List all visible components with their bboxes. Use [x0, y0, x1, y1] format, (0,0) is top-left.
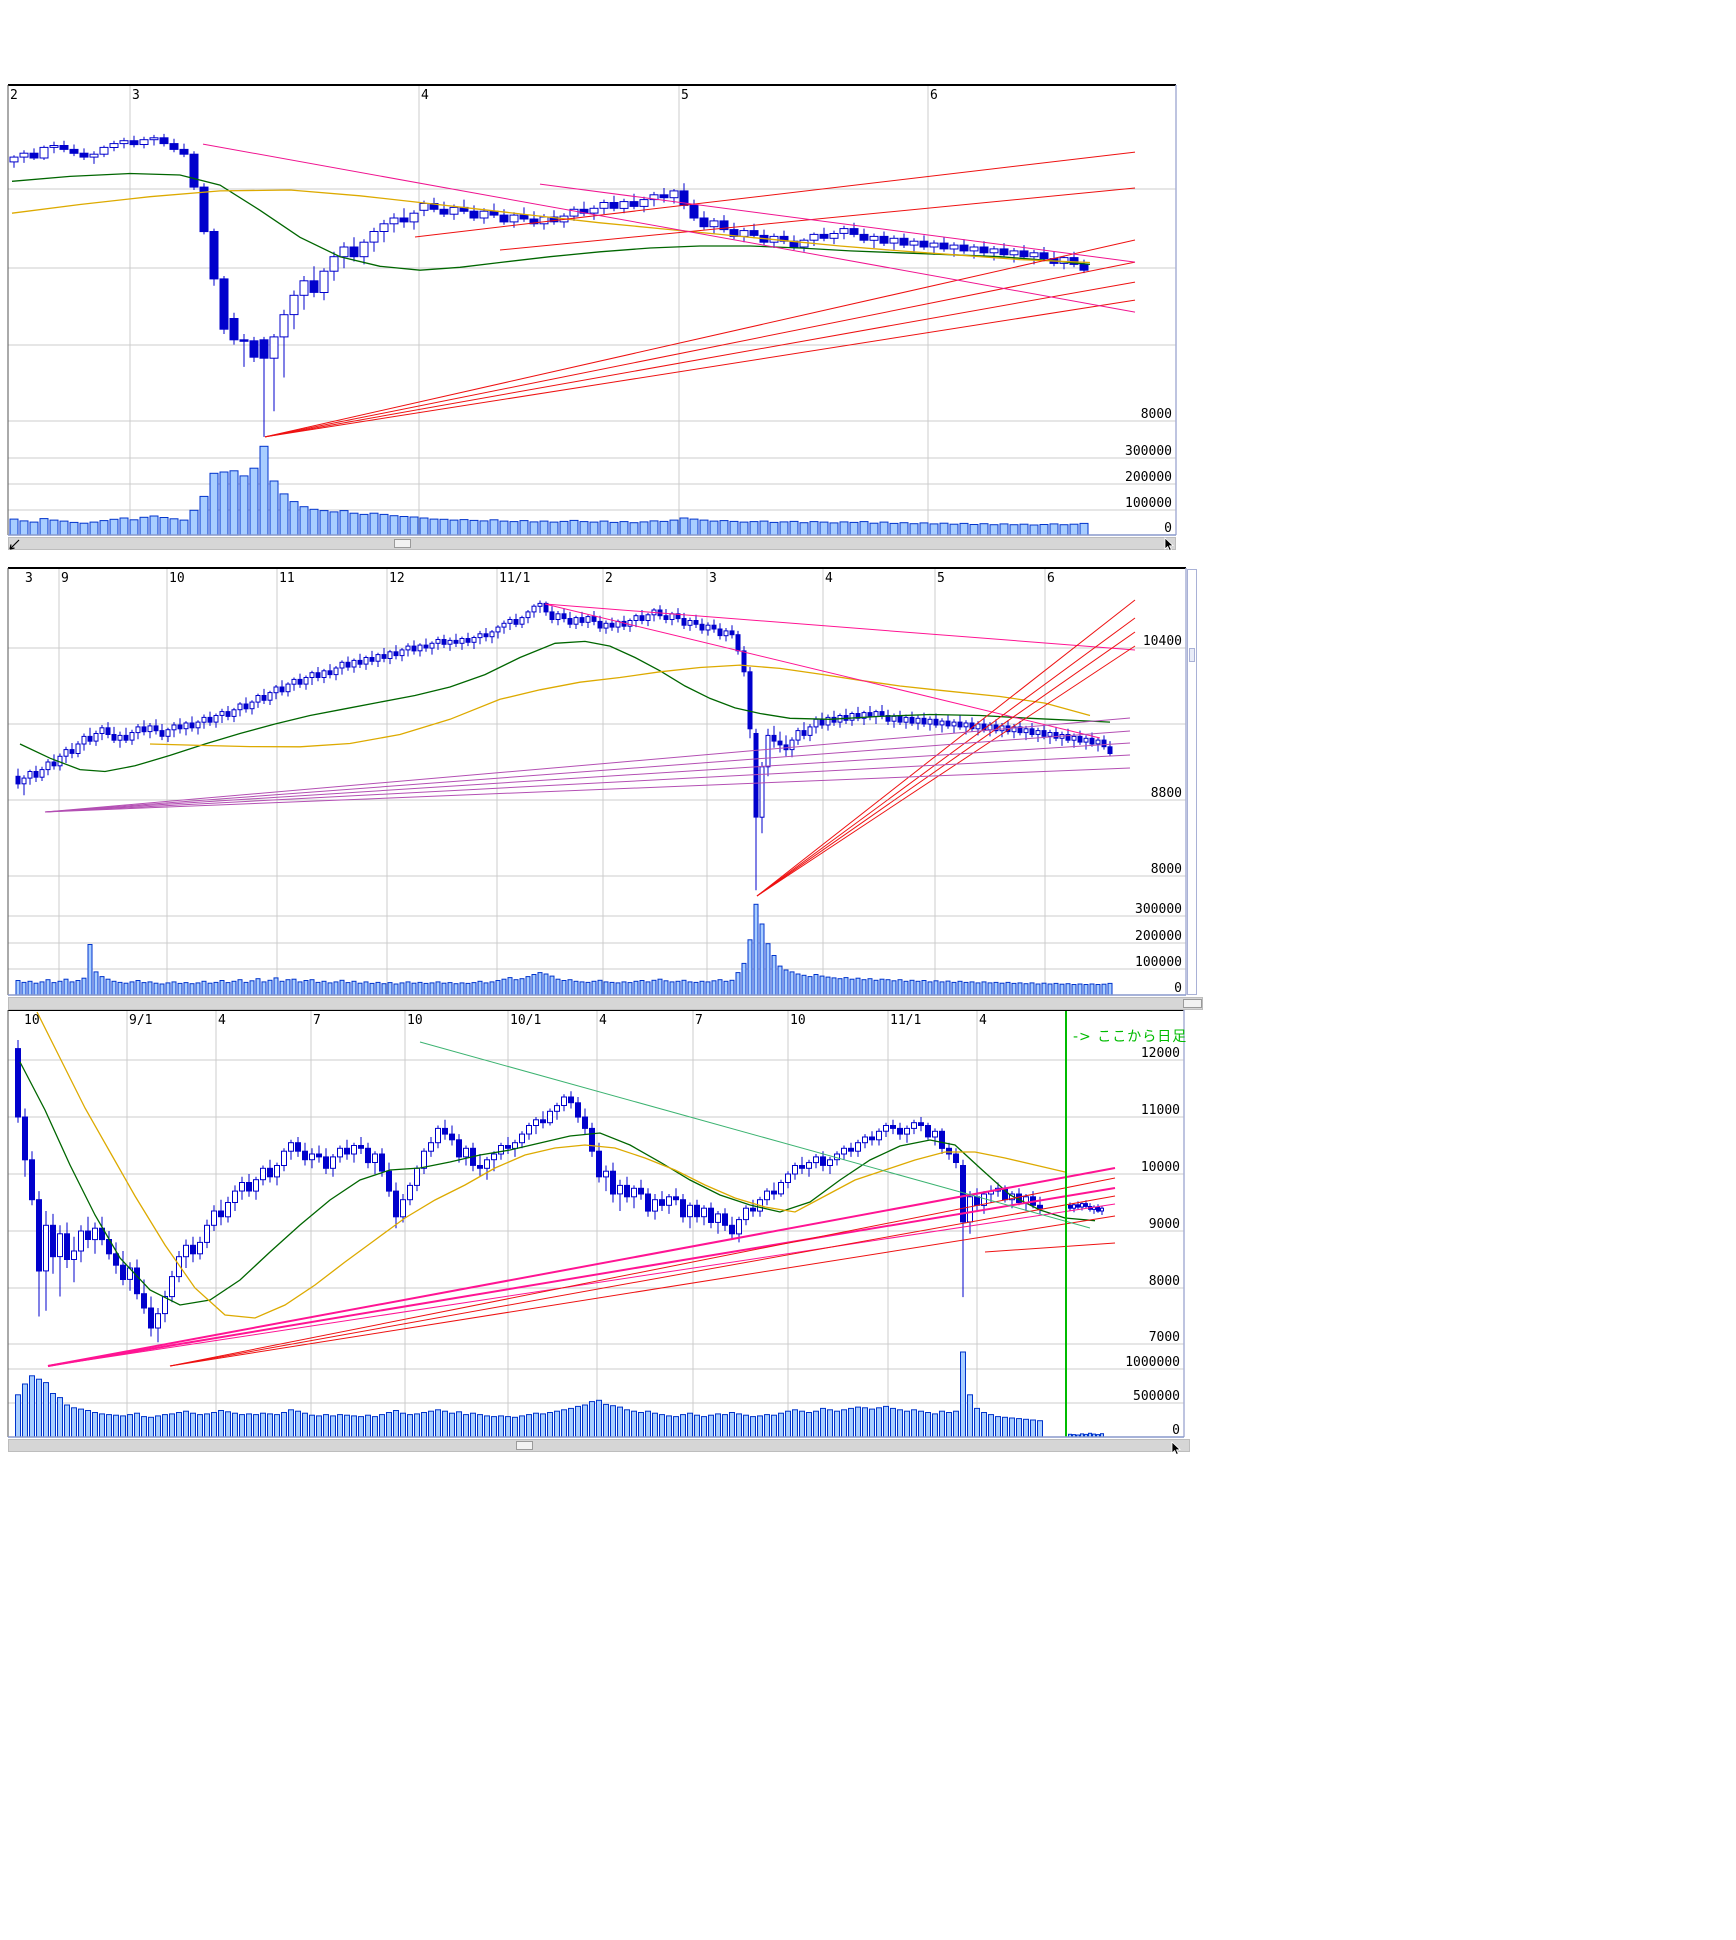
svg-text:1000000: 1000000: [1125, 1355, 1180, 1370]
chart3-hscrollbar-thumb[interactable]: [516, 1441, 533, 1450]
svg-text:10: 10: [407, 1013, 423, 1028]
daily-section-annotation: -> ここから日足: [1073, 1029, 1188, 1045]
svg-text:8000: 8000: [1151, 862, 1182, 877]
svg-text:0: 0: [1174, 981, 1182, 996]
mouse-cursor-icon: [1171, 1441, 1181, 1456]
chart2-vertical-scrollbar-thumb[interactable]: [1189, 648, 1195, 662]
svg-text:11: 11: [279, 571, 295, 586]
svg-text:300000: 300000: [1135, 902, 1182, 917]
svg-text:10400: 10400: [1143, 634, 1182, 649]
svg-text:100000: 100000: [1125, 496, 1172, 511]
svg-text:6: 6: [1047, 571, 1055, 586]
resize-arrow-icon: [9, 539, 20, 550]
svg-text:4: 4: [599, 1013, 607, 1028]
chart2-hscrollbar[interactable]: [8, 997, 1203, 1010]
svg-text:0: 0: [1172, 1423, 1180, 1438]
svg-text:5: 5: [681, 88, 689, 103]
svg-text:6: 6: [930, 88, 938, 103]
svg-text:9/1: 9/1: [129, 1013, 152, 1028]
chart1-hscrollbar[interactable]: [8, 537, 1176, 550]
chart2-vertical-scrollbar[interactable]: [1187, 569, 1197, 995]
chart-daily-long: 3 9 10 11 12 11/1 2 3 4 5 6 10400 8800 8000 300000 2000…: [7, 567, 1187, 996]
svg-text:7: 7: [313, 1013, 321, 1028]
svg-text:200000: 200000: [1135, 929, 1182, 944]
svg-text:10/1: 10/1: [510, 1013, 541, 1028]
svg-text:2: 2: [10, 88, 18, 103]
svg-text:3: 3: [709, 571, 717, 586]
svg-text:4: 4: [421, 88, 429, 103]
svg-text:7000: 7000: [1149, 1330, 1180, 1345]
svg-text:10: 10: [169, 571, 185, 586]
svg-text:8800: 8800: [1151, 786, 1182, 801]
svg-text:9000: 9000: [1149, 1217, 1180, 1232]
svg-text:10000: 10000: [1141, 1160, 1180, 1175]
svg-text:12: 12: [389, 571, 405, 586]
svg-text:11000: 11000: [1141, 1103, 1180, 1118]
chart1-hscrollbar-thumb[interactable]: [394, 539, 411, 548]
chart-weekly: 10 9/1 4 7 10 10/1 4 7 10 11/1 4 12000 11000 10000 900…: [7, 1009, 1185, 1438]
svg-text:300000: 300000: [1125, 444, 1172, 459]
svg-text:3: 3: [132, 88, 140, 103]
svg-text:8000: 8000: [1141, 407, 1172, 422]
svg-text:12000: 12000: [1141, 1046, 1180, 1061]
chart-daily-recent: 2 3 4 5 6 8000 300000 200000 100000 0: [7, 84, 1177, 536]
svg-text:3: 3: [25, 571, 33, 586]
svg-text:200000: 200000: [1125, 470, 1172, 485]
svg-text:9: 9: [61, 571, 69, 586]
svg-text:4: 4: [979, 1013, 987, 1028]
svg-text:100000: 100000: [1135, 955, 1182, 970]
svg-text:500000: 500000: [1133, 1389, 1180, 1404]
svg-text:8000: 8000: [1149, 1274, 1180, 1289]
svg-text:0: 0: [1164, 521, 1172, 536]
svg-text:2: 2: [605, 571, 613, 586]
svg-text:5: 5: [937, 571, 945, 586]
mouse-cursor-icon: [1164, 537, 1174, 552]
svg-text:4: 4: [825, 571, 833, 586]
svg-text:4: 4: [218, 1013, 226, 1028]
chart3-hscrollbar[interactable]: [8, 1439, 1190, 1452]
svg-text:7: 7: [695, 1013, 703, 1028]
svg-text:10: 10: [790, 1013, 806, 1028]
chart2-hscrollbar-thumb[interactable]: [1183, 999, 1202, 1008]
svg-text:10: 10: [24, 1013, 40, 1028]
svg-text:11/1: 11/1: [890, 1013, 921, 1028]
svg-text:11/1: 11/1: [499, 571, 530, 586]
